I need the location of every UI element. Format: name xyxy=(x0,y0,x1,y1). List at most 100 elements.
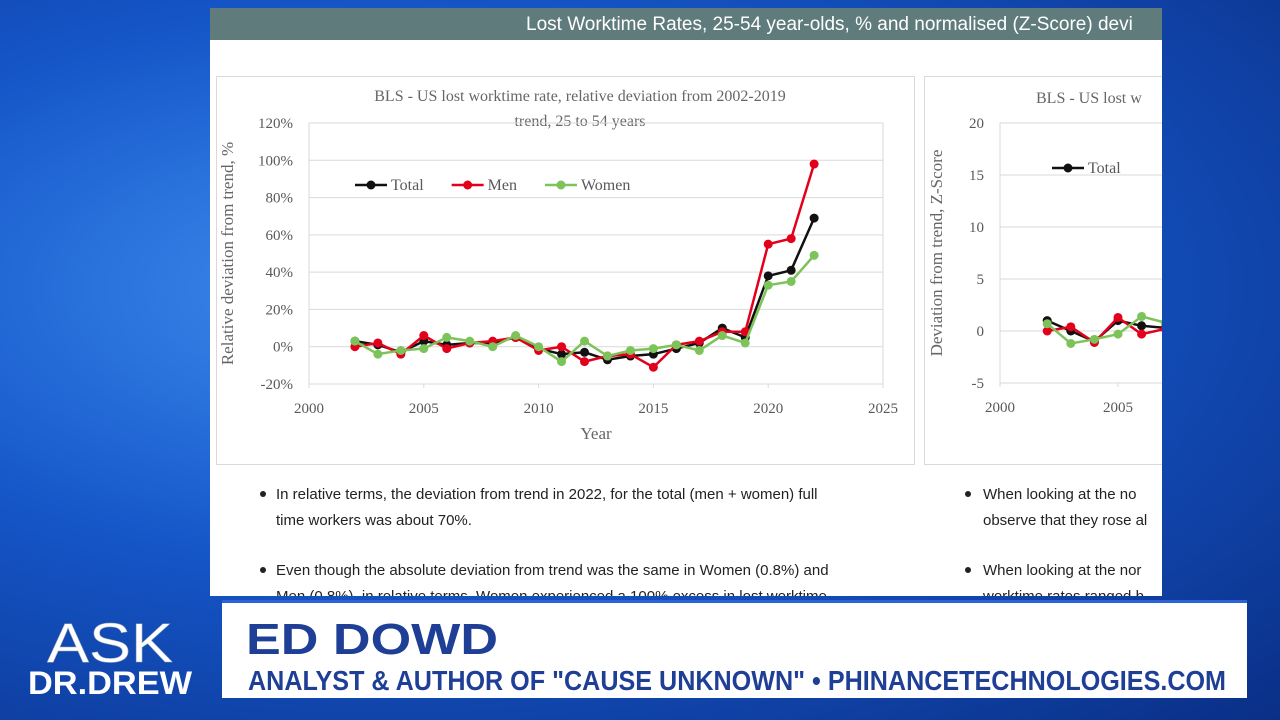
data-point xyxy=(763,239,773,249)
y-tick-label: 20% xyxy=(266,302,294,318)
data-point xyxy=(1113,312,1123,322)
y-tick-label: 80% xyxy=(266,191,294,207)
bullet-text: Even though the absolute deviation from … xyxy=(276,562,829,579)
data-point xyxy=(809,159,819,169)
data-point xyxy=(557,349,567,359)
chart-title: trend, 25 to 54 years xyxy=(514,113,645,130)
data-point xyxy=(465,336,475,346)
y-tick-label: 10 xyxy=(969,220,984,236)
x-tick-label: 2020 xyxy=(753,401,783,417)
x-tick-label: 2005 xyxy=(1103,400,1133,416)
bullet-dot xyxy=(260,567,266,573)
y-tick-label: 100% xyxy=(258,153,293,169)
bullet-dot xyxy=(260,491,266,497)
y-tick-label: 5 xyxy=(977,272,985,288)
data-point xyxy=(534,342,544,352)
data-point xyxy=(1066,338,1076,348)
data-point xyxy=(1137,321,1147,331)
chart-frame xyxy=(924,76,1162,465)
plot-frame xyxy=(999,122,1162,384)
data-point xyxy=(763,271,773,281)
data-point xyxy=(419,331,429,341)
data-point xyxy=(694,345,704,355)
data-point xyxy=(580,357,590,367)
data-point xyxy=(557,342,567,352)
guest-name: ED DOWD xyxy=(246,615,498,664)
data-point xyxy=(602,351,612,361)
data-point xyxy=(580,347,590,357)
x-tick-label: 2000 xyxy=(294,401,324,417)
bullet-text: When looking at the no xyxy=(983,486,1136,503)
legend-label: Total xyxy=(1088,160,1121,177)
data-point xyxy=(648,362,658,372)
legend-marker xyxy=(463,180,473,190)
data-point xyxy=(373,349,383,359)
guest-title: ANALYST & AUTHOR OF "CAUSE UNKNOWN" • PH… xyxy=(248,665,1226,696)
x-axis-title: Year xyxy=(580,424,612,443)
chart-frame xyxy=(216,76,915,465)
legend-label: Men xyxy=(488,177,517,194)
y-tick-label: -5 xyxy=(972,376,985,392)
bullet-text: In relative terms, the deviation from tr… xyxy=(276,486,818,503)
bullet-text: worktime rates ranged b xyxy=(982,588,1144,596)
data-point xyxy=(442,344,452,354)
data-point xyxy=(1160,319,1162,326)
data-point xyxy=(809,213,819,223)
y-tick-label: 120% xyxy=(258,116,293,132)
y-tick-label: 0% xyxy=(273,340,293,356)
x-tick-label: 2010 xyxy=(524,401,554,417)
data-point xyxy=(671,340,681,350)
chart-title: BLS - US lost w xyxy=(1036,90,1142,107)
data-point xyxy=(786,276,796,286)
data-point xyxy=(809,250,819,260)
y-tick-label: 20 xyxy=(969,116,984,132)
data-point xyxy=(1160,325,1162,333)
data-point xyxy=(1066,322,1076,332)
x-tick-label: 2015 xyxy=(638,401,668,417)
data-point xyxy=(625,345,635,355)
chart-title: BLS - US lost worktime rate, relative de… xyxy=(374,88,785,105)
logo-top: ASK xyxy=(47,611,173,674)
legend-label: Total xyxy=(391,177,424,194)
data-point xyxy=(1042,319,1052,329)
bullet-text: time workers was about 70%. xyxy=(276,512,472,529)
data-point xyxy=(442,332,452,342)
data-point xyxy=(717,331,727,341)
x-tick-label: 2025 xyxy=(868,401,898,417)
x-tick-label: 2000 xyxy=(985,400,1015,416)
legend-marker xyxy=(556,180,566,190)
data-point xyxy=(350,336,360,346)
slide-canvas: Lost Worktime Rates, 25-54 year-olds, % … xyxy=(210,8,1162,596)
header-bar xyxy=(210,8,1162,40)
data-point xyxy=(786,265,796,275)
bullet-text: When looking at the nor xyxy=(983,562,1141,579)
bullet-dot xyxy=(965,491,971,497)
name-bar xyxy=(222,602,1247,698)
bullet-text: Men (0.8%), in relative terms, Women exp… xyxy=(276,588,827,596)
data-point xyxy=(1089,334,1099,344)
data-point xyxy=(786,234,796,244)
data-point xyxy=(580,336,590,346)
logo-bottom: DR.DREW xyxy=(28,665,193,701)
y-tick-label: 15 xyxy=(969,168,984,184)
y-tick-label: 60% xyxy=(266,228,294,244)
data-point xyxy=(740,338,750,348)
legend-marker xyxy=(1063,163,1073,173)
data-point xyxy=(1137,329,1147,339)
data-point xyxy=(1042,326,1052,336)
y-axis-title: Deviation from trend, Z-Score xyxy=(927,150,946,357)
legend-label: Women xyxy=(581,177,630,194)
data-point xyxy=(1137,311,1147,321)
slide: Lost Worktime Rates, 25-54 year-olds, % … xyxy=(210,8,1162,596)
x-tick-label: 2005 xyxy=(409,401,439,417)
data-point xyxy=(396,345,406,355)
y-tick-label: -20% xyxy=(261,377,294,393)
data-point xyxy=(694,336,704,346)
data-point xyxy=(511,331,521,341)
data-point xyxy=(373,338,383,348)
legend-marker xyxy=(366,180,376,190)
data-point xyxy=(648,344,658,354)
data-point xyxy=(419,344,429,354)
